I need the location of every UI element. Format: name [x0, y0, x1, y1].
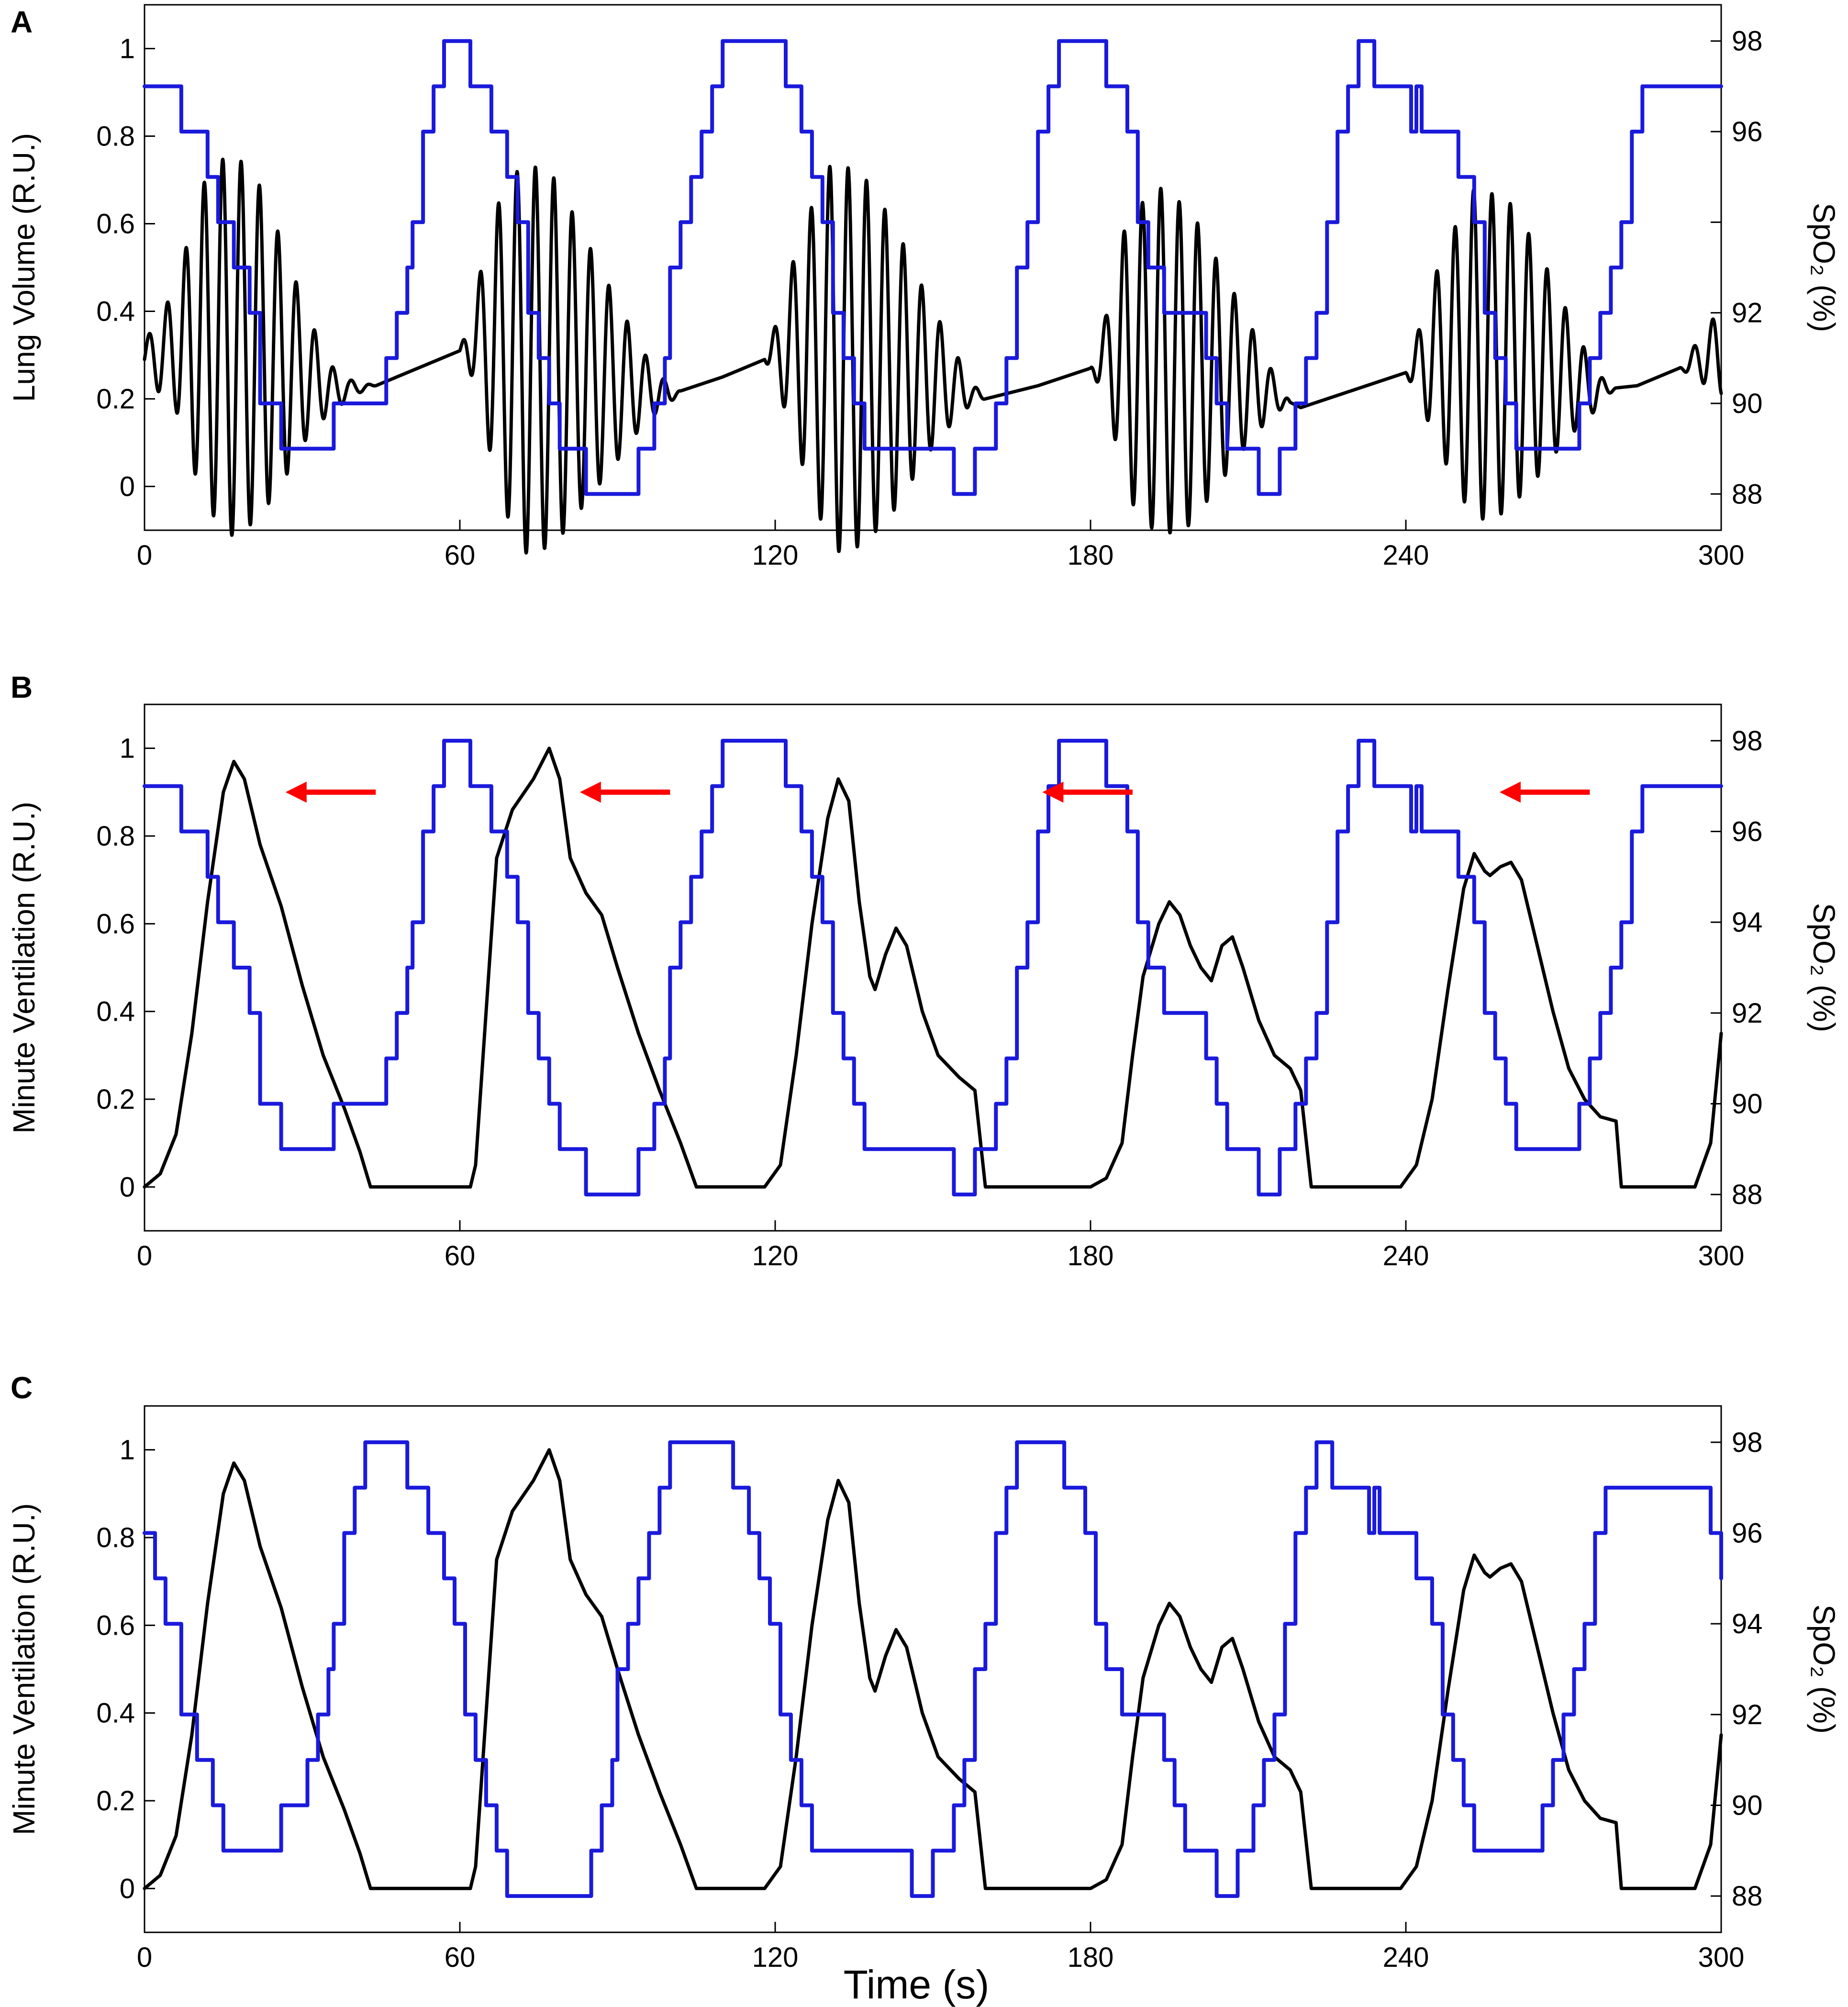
- lung-volume-series-line-a: [143, 157, 1723, 555]
- left-ticks-a: 0 0.2 0.4 0.6 0.8 1: [96, 33, 155, 502]
- plot-frame-c: [144, 1405, 1722, 1933]
- x-tick-label-a: 300: [1698, 540, 1745, 571]
- x-ticks-c: 0 60 120 180 240 300: [137, 1922, 1745, 1973]
- x-tick-label-b: 240: [1383, 1240, 1429, 1271]
- x-tick-label-a: 60: [445, 540, 476, 571]
- right-ticks-a: 88 90 92 96 98: [1711, 26, 1763, 510]
- x-tick-label-c: 300: [1698, 1942, 1745, 1973]
- panel-a: A 0 0.2 0.4 0.6 0.8 1 88 90 92 96 98 0 60 120 180 240…: [7, 4, 1841, 571]
- right-tick-label-c: 90: [1732, 1790, 1763, 1821]
- left-tick-label-b: 1: [120, 733, 135, 764]
- x-tick-label-a: 240: [1383, 540, 1429, 571]
- right-tick-label-b: 92: [1732, 998, 1763, 1029]
- left-tick-label-b: 0: [120, 1171, 135, 1203]
- x-tick-label-c: 60: [445, 1942, 476, 1973]
- right-tick-label-a: 88: [1732, 479, 1763, 510]
- panel-c: C 0 0.2 0.4 0.6 0.8 1 88 90 92 94 96 98 0 60 120 180 2…: [7, 1371, 1841, 2007]
- left-tick-label-a: 0.6: [96, 209, 135, 240]
- x-tick-label-c: 180: [1068, 1942, 1114, 1973]
- left-tick-label-c: 1: [120, 1435, 135, 1466]
- panel-b: B 0 0.2 0.4 0.6 0.8 1 88 90 92 94 96 98 0 60 120 180 2…: [7, 670, 1841, 1271]
- x-axis-label-c: Time (s): [844, 1962, 990, 2007]
- x-ticks-a: 0 60 120 180 240 300: [137, 520, 1745, 571]
- right-tick-label-b: 90: [1732, 1088, 1763, 1119]
- right-tick-label-b: 98: [1732, 725, 1763, 757]
- right-tick-label-c: 98: [1732, 1427, 1763, 1458]
- right-tick-label-a: 90: [1732, 388, 1763, 419]
- left-ticks-c: 0 0.2 0.4 0.6 0.8 1: [96, 1435, 155, 1904]
- series-layer-c: [143, 1440, 1723, 1898]
- y-axis-label-left-b: Minute Ventilation (R.U.): [7, 802, 41, 1134]
- plot-frame-b: [144, 703, 1722, 1232]
- minute-ventilation-series-line-c: [143, 1448, 1723, 1890]
- x-tick-label-b: 0: [137, 1240, 152, 1271]
- x-tick-label-b: 300: [1698, 1240, 1745, 1271]
- right-tick-label-c: 92: [1732, 1699, 1763, 1730]
- right-tick-label-c: 88: [1732, 1881, 1763, 1912]
- left-tick-label-c: 0.2: [96, 1785, 135, 1817]
- y-axis-label-left-c: Minute Ventilation (R.U.): [7, 1503, 41, 1835]
- left-tick-label-a: 0.2: [96, 384, 135, 415]
- x-tick-label-b: 60: [445, 1240, 476, 1271]
- left-tick-label-b: 0.8: [96, 821, 135, 852]
- x-tick-label-a: 0: [137, 540, 152, 571]
- left-tick-label-a: 1: [120, 33, 135, 65]
- series-layer-b: [143, 738, 1723, 1197]
- left-tick-label-c: 0.4: [96, 1698, 135, 1729]
- left-tick-label-a: 0.8: [96, 121, 135, 152]
- left-tick-label-c: 0.6: [96, 1610, 135, 1641]
- y-axis-label-right-a: SpO₂ (%): [1807, 203, 1841, 332]
- left-tick-label-b: 0.6: [96, 908, 135, 939]
- y-axis-label-right-b: SpO₂ (%): [1807, 903, 1841, 1032]
- x-tick-label-a: 180: [1068, 540, 1114, 571]
- panel-letter-a: A: [11, 5, 33, 39]
- left-tick-label-a: 0.4: [96, 296, 135, 327]
- x-tick-label-b: 180: [1068, 1240, 1114, 1271]
- spo2-series-line-c: [143, 1440, 1723, 1898]
- left-tick-label-c: 0: [120, 1873, 135, 1904]
- spo2-series-line-a: [143, 39, 1723, 496]
- x-tick-label-a: 120: [752, 540, 799, 571]
- left-tick-label-b: 0.2: [96, 1084, 135, 1115]
- right-tick-label-b: 88: [1732, 1179, 1763, 1210]
- right-ticks-c: 88 90 92 94 96 98: [1711, 1427, 1763, 1912]
- x-tick-label-b: 120: [752, 1240, 799, 1271]
- y-axis-label-left-a: Lung Volume (R.U.): [7, 133, 41, 402]
- right-ticks-b: 88 90 92 94 96 98: [1711, 725, 1763, 1210]
- panel-letter-b: B: [11, 670, 33, 704]
- right-tick-label-c: 96: [1732, 1518, 1763, 1549]
- plot-frame-a: [144, 4, 1722, 531]
- y-axis-label-right-c: SpO₂ (%): [1807, 1605, 1841, 1734]
- x-tick-label-c: 240: [1383, 1942, 1429, 1973]
- right-tick-label-b: 96: [1732, 816, 1763, 847]
- left-tick-label-a: 0: [120, 471, 135, 502]
- right-tick-label-a: 96: [1732, 116, 1763, 147]
- spo2-series-line-b: [143, 738, 1723, 1197]
- x-ticks-b: 0 60 120 180 240 300: [137, 1220, 1745, 1271]
- series-layer-a: [143, 39, 1723, 555]
- left-tick-label-c: 0.8: [96, 1522, 135, 1553]
- right-tick-label-b: 94: [1732, 907, 1763, 938]
- panel-letter-c: C: [11, 1371, 33, 1405]
- x-tick-label-c: 120: [752, 1942, 799, 1973]
- right-tick-label-c: 94: [1732, 1608, 1763, 1639]
- minute-ventilation-series-line-b: [143, 747, 1723, 1189]
- x-tick-label-c: 0: [137, 1942, 152, 1973]
- left-tick-label-b: 0.4: [96, 996, 135, 1027]
- right-tick-label-a: 92: [1732, 298, 1763, 329]
- left-ticks-b: 0 0.2 0.4 0.6 0.8 1: [96, 733, 155, 1203]
- right-tick-label-a: 98: [1732, 26, 1763, 57]
